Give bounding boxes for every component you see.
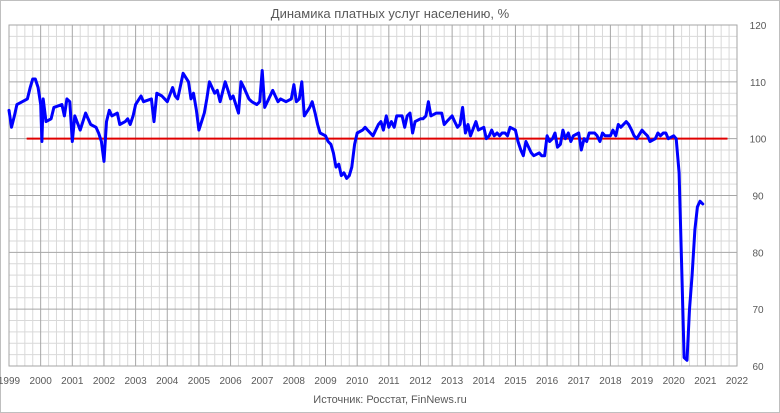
chart-source: Источник: Росстат, FinNews.ru — [313, 394, 467, 406]
x-tick-label: 2020 — [663, 376, 686, 387]
major-gridlines — [8, 24, 738, 367]
y-tick-label: 120 — [750, 21, 767, 32]
x-axis-ticks: 1999 2000 2001 2002 2003 2004 2005 2006 2007 2008… — [0, 376, 749, 387]
x-tick-label: 2013 — [441, 376, 464, 387]
x-tick-label: 2014 — [473, 376, 496, 387]
x-tick-label: 2015 — [504, 376, 527, 387]
y-tick-label: 80 — [752, 248, 764, 259]
chart-title: Динамика платных услуг населению, % — [270, 6, 510, 21]
x-tick-label: 2002 — [93, 376, 116, 387]
series-layer — [7, 69, 705, 362]
x-tick-label: 1999 — [0, 376, 21, 387]
x-tick-label: 2005 — [188, 376, 211, 387]
series-line-0 — [7, 69, 705, 362]
y-tick-label: 100 — [750, 135, 767, 146]
x-tick-label: 2003 — [124, 376, 147, 387]
x-tick-label: 2021 — [694, 376, 717, 387]
plot-area-border — [8, 24, 738, 367]
x-tick-label: 2000 — [30, 376, 53, 387]
y-tick-label: 70 — [752, 305, 764, 316]
x-tick-label: 2022 — [726, 376, 749, 387]
x-tick-label: 2009 — [314, 376, 337, 387]
x-tick-label: 2016 — [536, 376, 559, 387]
x-tick-label: 2008 — [283, 376, 306, 387]
x-tick-label: 2010 — [346, 376, 369, 387]
x-tick-label: 2006 — [219, 376, 242, 387]
x-tick-label: 2001 — [61, 376, 84, 387]
y-axis-ticks: 60 70 80 90 100 110 120 — [750, 21, 767, 373]
x-tick-label: 2012 — [409, 376, 432, 387]
x-tick-label: 2017 — [568, 376, 591, 387]
y-tick-label: 60 — [752, 362, 764, 373]
x-tick-label: 2011 — [378, 376, 400, 387]
x-tick-label: 2007 — [251, 376, 274, 387]
x-tick-label: 2019 — [631, 376, 654, 387]
y-tick-label: 110 — [750, 78, 766, 89]
x-tick-label: 2004 — [156, 376, 179, 387]
x-tick-label: 2018 — [599, 376, 622, 387]
y-tick-label: 90 — [752, 192, 764, 203]
